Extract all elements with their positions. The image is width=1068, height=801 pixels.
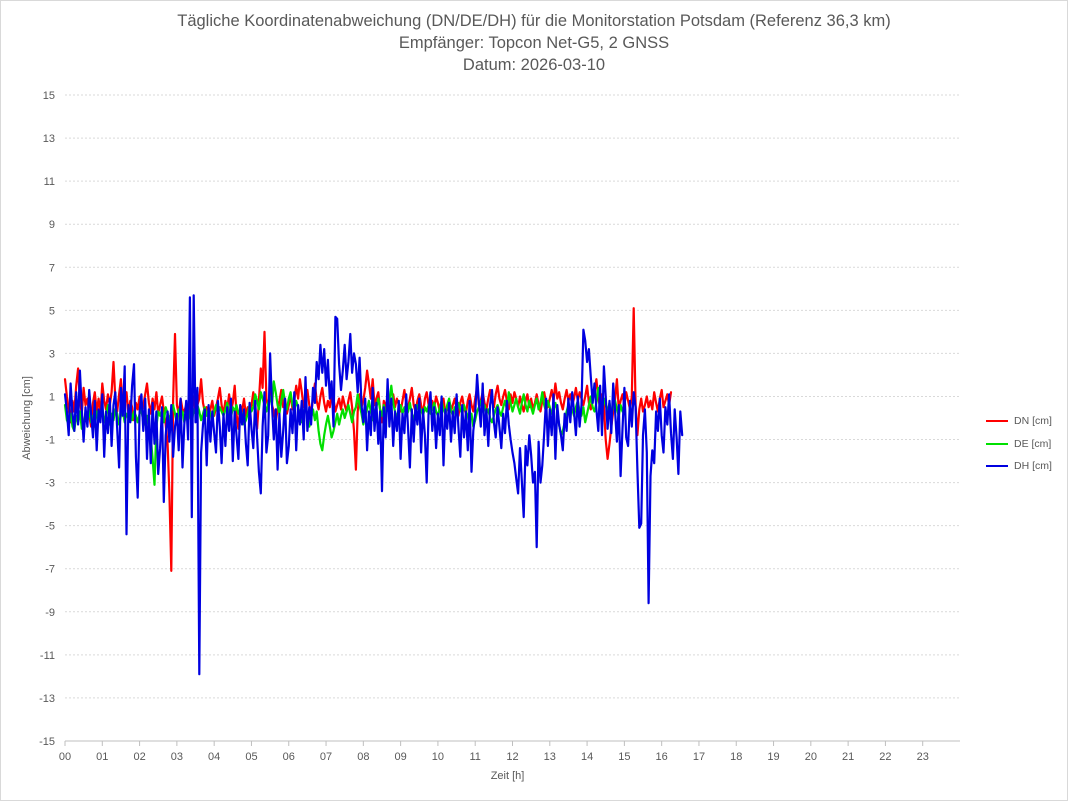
legend-item-dn: DN [cm]	[986, 410, 1052, 433]
chart-title: Tägliche Koordinatenabweichung (DN/DE/DH…	[177, 12, 891, 30]
x-tick-label: 11	[469, 751, 480, 763]
x-tick-label: 14	[581, 751, 593, 763]
x-tick-label: 10	[432, 751, 444, 763]
chart-date: Datum: 2026-03-10	[462, 56, 606, 74]
x-tick-label: 05	[245, 751, 257, 763]
series-line-dh	[63, 294, 684, 676]
legend-label-dn: DN [cm]	[1014, 415, 1052, 428]
x-tick-label: 04	[208, 751, 220, 763]
x-tick-label: 06	[283, 751, 295, 763]
x-tick-label: 19	[767, 751, 779, 763]
y-axis-title: Abweichung [cm]	[21, 376, 33, 460]
x-tick-label: 21	[842, 751, 854, 763]
y-tick-label: -3	[45, 478, 55, 490]
y-tick-label: -11	[40, 650, 55, 662]
x-tick-label: 09	[395, 751, 407, 763]
legend-item-de: DE [cm]	[986, 433, 1052, 456]
x-tick-label: 02	[133, 751, 145, 763]
x-tick-label: 20	[805, 751, 817, 763]
x-tick-label: 15	[618, 751, 630, 763]
y-tick-label: -13	[39, 693, 55, 705]
x-tick-label: 12	[506, 751, 518, 763]
series-line-de	[63, 380, 624, 486]
x-tick-label: 13	[544, 751, 556, 763]
legend-label-dh: DH [cm]	[1014, 460, 1052, 473]
legend-label-de: DE [cm]	[1014, 437, 1052, 450]
x-tick-label: 23	[917, 751, 929, 763]
y-tick-label: 15	[43, 90, 55, 102]
y-tick-label: 5	[49, 305, 55, 317]
y-tick-label: 7	[49, 262, 55, 274]
y-tick-label: 3	[49, 348, 55, 360]
y-tick-label: -5	[45, 521, 55, 533]
legend-item-dh: DH [cm]	[986, 455, 1052, 478]
x-axis-title: Zeit [h]	[491, 770, 525, 782]
legend-swatch-dn	[986, 420, 1008, 423]
legend-swatch-dh	[986, 465, 1008, 468]
y-tick-label: -1	[45, 435, 55, 447]
chart-title-block: Tägliche Koordinatenabweichung (DN/DE/DH…	[0, 10, 1068, 76]
legend-swatch-de	[986, 442, 1008, 445]
x-tick-label: 01	[96, 751, 108, 763]
chart-subtitle: Empfänger: Topcon Net-G5, 2 GNSS	[398, 34, 670, 52]
x-tick-label: 07	[320, 751, 332, 763]
y-tick-label: 1	[49, 391, 55, 403]
y-tick-label: -15	[39, 736, 55, 748]
y-tick-label: 9	[49, 219, 55, 231]
y-tick-label: 13	[43, 133, 55, 145]
x-tick-label: 08	[357, 751, 369, 763]
legend: DN [cm] DE [cm] DH [cm]	[986, 410, 1052, 478]
x-tick-label: 00	[59, 751, 71, 763]
x-tick-label: 22	[879, 751, 891, 763]
x-tick-label: 03	[171, 751, 183, 763]
x-tick-label: 16	[656, 751, 668, 763]
y-tick-label: 11	[44, 176, 55, 188]
y-tick-label: -9	[45, 607, 55, 619]
x-tick-label: 17	[693, 751, 705, 763]
x-tick-label: 18	[730, 751, 742, 763]
y-tick-label: -7	[45, 564, 55, 576]
